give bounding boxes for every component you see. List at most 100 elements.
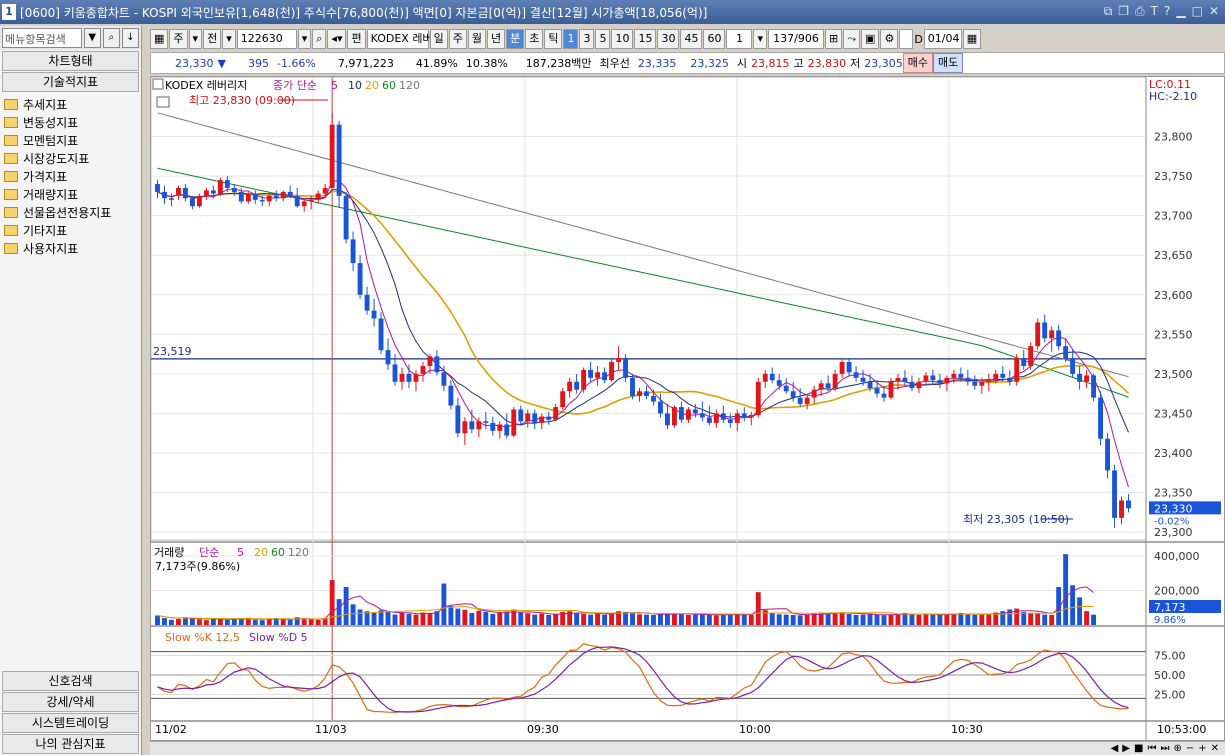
code-input[interactable]: 122630 [236, 29, 297, 49]
price-tick-label: 23,350 [1154, 487, 1193, 500]
period-week[interactable]: 주 [448, 29, 467, 49]
tree-item[interactable]: 거래량지표 [4, 185, 137, 203]
minute-1[interactable]: 1 [563, 29, 579, 49]
tree-item[interactable]: 가격지표 [4, 167, 137, 185]
candle-body [965, 377, 971, 382]
scroll-left-icon[interactable]: ◀ [1110, 743, 1119, 754]
candle-body [818, 383, 824, 390]
candle-body [797, 397, 803, 404]
volume-pct-value: 9.86% [1154, 615, 1186, 626]
candle-body [385, 350, 391, 365]
period-second[interactable]: 초 [525, 29, 544, 49]
window-print-icon[interactable]: ⎙ [1135, 4, 1145, 18]
tree-item[interactable]: 변동성지표 [4, 113, 137, 131]
minute-45[interactable]: 45 [680, 29, 703, 49]
plus-icon[interactable]: + [1198, 743, 1207, 754]
search-icon[interactable]: ⌕ [102, 28, 120, 48]
volume-tick-label: 200,000 [1154, 584, 1200, 597]
candle-body [776, 380, 782, 386]
close-icon[interactable]: ✕ [1210, 743, 1219, 754]
chart-type-button[interactable]: 차트형태 [2, 51, 139, 71]
system-trading-button[interactable]: 시스템트레이딩 [2, 713, 139, 733]
count-input[interactable]: 1 [726, 29, 753, 49]
chart-svg[interactable]: 23,800 23,750 23,700 23,650 23,600 23,550 23,5… [151, 77, 1224, 740]
dropdown-icon[interactable]: ▼ [83, 28, 101, 48]
minute-10[interactable]: 10 [611, 29, 634, 49]
lc-label: LC:0.11 [1149, 78, 1191, 91]
minimize-icon[interactable]: ▁ [1176, 4, 1186, 18]
tree-item[interactable]: 선물옵션전용지표 [4, 203, 137, 221]
minute-15[interactable]: 15 [634, 29, 657, 49]
window-link-icon[interactable]: ⧉ [1103, 4, 1113, 18]
grid-icon[interactable]: ▦ [150, 29, 169, 49]
save-icon[interactable]: ▣ [861, 29, 880, 49]
scroll-next-icon[interactable]: ▶ [1122, 743, 1130, 754]
dropdown-icon[interactable]: ▾ [297, 29, 312, 49]
trend-icon[interactable]: ⤳ [843, 29, 861, 49]
volume-bar [385, 612, 391, 625]
left-bottom-buttons: 신호검색 강세/약세 시스템트레이딩 나의 관심지표 [0, 671, 141, 755]
buy-button[interactable]: 매수 [902, 53, 934, 73]
tree-item[interactable]: 추세지표 [4, 95, 137, 113]
prev-select[interactable]: 전 [203, 29, 222, 49]
date-checkbox[interactable] [899, 29, 914, 49]
search-icon[interactable]: ⌕ [312, 29, 327, 49]
strength-button[interactable]: 강세/약세 [2, 692, 139, 712]
volume-bar [671, 613, 677, 625]
date-input[interactable]: 01/04 [923, 29, 962, 49]
tree-item[interactable]: 사용자지표 [4, 239, 137, 257]
volume-bar [280, 619, 286, 625]
period-month[interactable]: 월 [467, 29, 486, 49]
minute-30[interactable]: 30 [657, 29, 680, 49]
sell-button[interactable]: 매도 [933, 53, 964, 73]
zoom-in-icon[interactable]: ⊕ [1173, 743, 1182, 754]
close-icon[interactable]: ✕ [1208, 4, 1219, 18]
volume-bar [497, 612, 503, 625]
dropdown-icon[interactable]: ▾ [753, 29, 767, 49]
scroll-stop-icon[interactable]: ■ [1133, 743, 1144, 754]
settings-icon[interactable]: ⚙ [880, 29, 899, 49]
tree-item[interactable]: 시장강도지표 [4, 149, 137, 167]
crosshair-icon[interactable]: ⊞ [825, 29, 843, 49]
font-icon[interactable]: T [1150, 4, 1158, 18]
volume-bar [972, 614, 978, 625]
menu-search-input[interactable]: 메뉴항목검색 [2, 28, 82, 48]
market-select[interactable]: 주 [169, 29, 188, 49]
minute-3[interactable]: 3 [579, 29, 595, 49]
folder-icon [4, 224, 18, 236]
volume-bar [441, 583, 447, 625]
zoom-out-icon[interactable]: − [1185, 743, 1195, 754]
chart-scrollbar[interactable]: ◀ ▶ ■ ⏮ ⏭ ⊕ − + ✕ [150, 741, 1225, 755]
calendar-icon[interactable]: ▦ [962, 29, 982, 49]
download-icon[interactable]: ↓ [121, 28, 139, 48]
candle-body [392, 364, 398, 382]
volume-bar [1091, 614, 1097, 625]
period-year[interactable]: 년 [486, 29, 506, 49]
tech-indicator-button[interactable]: 기술적지표 [2, 72, 139, 92]
help-icon[interactable]: ? [1163, 4, 1171, 18]
period-day[interactable]: 일 [429, 29, 448, 49]
candle-body [217, 180, 223, 194]
scroll-last-icon[interactable]: ⏭ [1160, 743, 1170, 754]
volume-bar [266, 618, 272, 625]
speaker-icon[interactable]: ◂▾ [327, 29, 347, 49]
scroll-first-icon[interactable]: ⏮ [1147, 743, 1157, 754]
candle-body [979, 381, 985, 386]
maximize-icon[interactable]: □ [1191, 4, 1203, 18]
chart-area[interactable]: 23,800 23,750 23,700 23,650 23,600 23,550 23,5… [150, 76, 1225, 741]
tree-item[interactable]: 모멘텀지표 [4, 131, 137, 149]
tree-item[interactable]: 기타지표 [4, 221, 137, 239]
window-copy-icon[interactable]: ❐ [1118, 4, 1130, 18]
edit-button[interactable]: 편 [347, 29, 366, 49]
minute-60[interactable]: 60 [703, 29, 726, 49]
dropdown-icon[interactable]: ▾ [188, 29, 203, 49]
my-indicator-button[interactable]: 나의 관심지표 [2, 734, 139, 754]
period-minute[interactable]: 분 [506, 29, 525, 49]
price-tick-label: 23,450 [1154, 407, 1193, 420]
signal-search-button[interactable]: 신호검색 [2, 671, 139, 691]
volume-bar [748, 614, 754, 625]
period-tick[interactable]: 틱 [544, 29, 563, 49]
dropdown-icon[interactable]: ▾ [222, 29, 236, 49]
window-controls: ⧉ ❐ ⎙ T ? ▁ □ ✕ [1104, 4, 1219, 19]
minute-5[interactable]: 5 [595, 29, 611, 49]
